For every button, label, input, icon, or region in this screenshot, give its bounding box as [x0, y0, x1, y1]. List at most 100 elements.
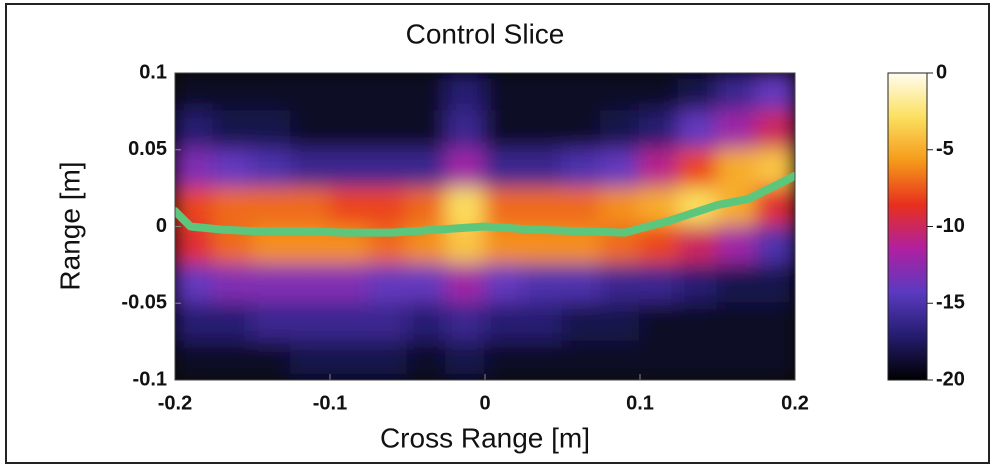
heatmap-cell [290, 340, 331, 380]
heatmap-cell [367, 73, 409, 113]
heatmap-cell [677, 73, 719, 113]
heatmap-cell [522, 263, 564, 305]
heatmap-cell [445, 302, 486, 343]
x-tick-label: 0.1 [626, 392, 654, 414]
heatmap-cell [175, 302, 215, 343]
heatmap-cell [251, 340, 293, 380]
heatmap-cell [445, 187, 486, 228]
heatmap-cell [329, 302, 370, 343]
heatmap-cell [677, 340, 719, 380]
heatmap-cell [522, 340, 564, 380]
heatmap-cell [329, 263, 370, 305]
y-axis-label: Range [m] [54, 161, 85, 290]
heatmap-cell [290, 302, 331, 343]
heatmap-cell [445, 263, 486, 305]
x-tick-label: 0.2 [781, 392, 809, 414]
heatmap-cell [561, 302, 603, 343]
heatmap-cell [367, 340, 409, 380]
heatmap-cell [251, 148, 293, 190]
heatmap-cell [251, 110, 293, 151]
heatmap-cell [639, 302, 680, 343]
heatmap-cell [175, 340, 215, 380]
overlay [175, 171, 795, 237]
heatmap-cell [212, 110, 254, 151]
heatmap-cell [212, 263, 254, 305]
x-tick-label: -0.1 [313, 392, 347, 414]
heatmap-cell [600, 110, 641, 151]
colorbar-tick-label: -20 [936, 368, 965, 390]
heatmap-cell [755, 302, 795, 343]
heatmap-cell [445, 73, 486, 113]
heatmap-cell [212, 148, 254, 190]
heatmap-cell [522, 110, 564, 151]
heatmap-cell [639, 225, 680, 266]
heatmap-cell [716, 110, 758, 151]
heatmap-cell [716, 225, 758, 266]
heatmap-cell [329, 340, 370, 380]
heatmap-cell [600, 302, 641, 343]
heatmap-cell [484, 263, 525, 305]
heatmap-cell [561, 340, 603, 380]
heatmap-cell [716, 73, 758, 113]
heatmap-cell [329, 187, 370, 228]
heatmap-cell [367, 148, 409, 190]
colorbar-tick-label: -10 [936, 215, 965, 237]
heatmap-cell [716, 340, 758, 380]
heatmap-cell [212, 340, 254, 380]
heatmap-cell [290, 110, 331, 151]
heatmap-cell [755, 225, 795, 266]
heatmap-cell [175, 110, 215, 151]
colorbar-tick-label: -15 [936, 292, 965, 314]
heatmap-cell [522, 148, 564, 190]
heatmap-cell [522, 302, 564, 343]
x-tick-label: -0.2 [158, 392, 192, 414]
heatmap-cell [484, 187, 525, 228]
colorbar-tick-label: 0 [936, 61, 947, 83]
heatmap-cell [290, 187, 331, 228]
heatmap-cell [290, 73, 331, 113]
heatmap-cell [367, 187, 409, 228]
heatmap-cell [639, 73, 680, 113]
trace-line [175, 171, 795, 237]
y-tick-label: -0.1 [133, 368, 167, 390]
heatmap-cell [251, 187, 293, 228]
y-tick-label: -0.05 [121, 292, 167, 314]
heatmap-cell [367, 302, 409, 343]
heatmap-cell [677, 148, 719, 190]
heatmap-cell [406, 110, 448, 151]
heatmap-cell [406, 340, 448, 380]
heatmap-cell [290, 263, 331, 305]
heatmap-cell [484, 340, 525, 380]
heatmap-cell [251, 73, 293, 113]
heatmap-cell [445, 340, 486, 380]
heatmap-cell [677, 110, 719, 151]
heatmap-cell [484, 302, 525, 343]
heatmap-cell [406, 302, 448, 343]
colorbar [887, 72, 928, 381]
heatmap-cell [600, 73, 641, 113]
heatmap-cell [406, 187, 448, 228]
heatmap-cell [522, 187, 564, 228]
heatmap-cell [251, 263, 293, 305]
heatmap-cell [329, 110, 370, 151]
heatmap-cell [677, 302, 719, 343]
heatmap-cell [639, 148, 680, 190]
heatmap-cell [755, 340, 795, 380]
heatmap-cell [367, 263, 409, 305]
y-tick-label: 0 [156, 215, 167, 237]
heatmap [175, 73, 795, 380]
heatmap-cell [755, 263, 795, 305]
heatmap-cell [600, 187, 641, 228]
heatmap-cell [677, 225, 719, 266]
heatmap-cell [212, 302, 254, 343]
heatmap-cell [639, 263, 680, 305]
heatmap-cells [175, 73, 795, 380]
heatmap-cell [561, 263, 603, 305]
heatmap-cell [484, 110, 525, 151]
heatmap-cell [406, 73, 448, 113]
heatmap-cell [367, 110, 409, 151]
heatmap-cell [212, 73, 254, 113]
heatmap-cell [561, 110, 603, 151]
plot-border [174, 72, 796, 381]
